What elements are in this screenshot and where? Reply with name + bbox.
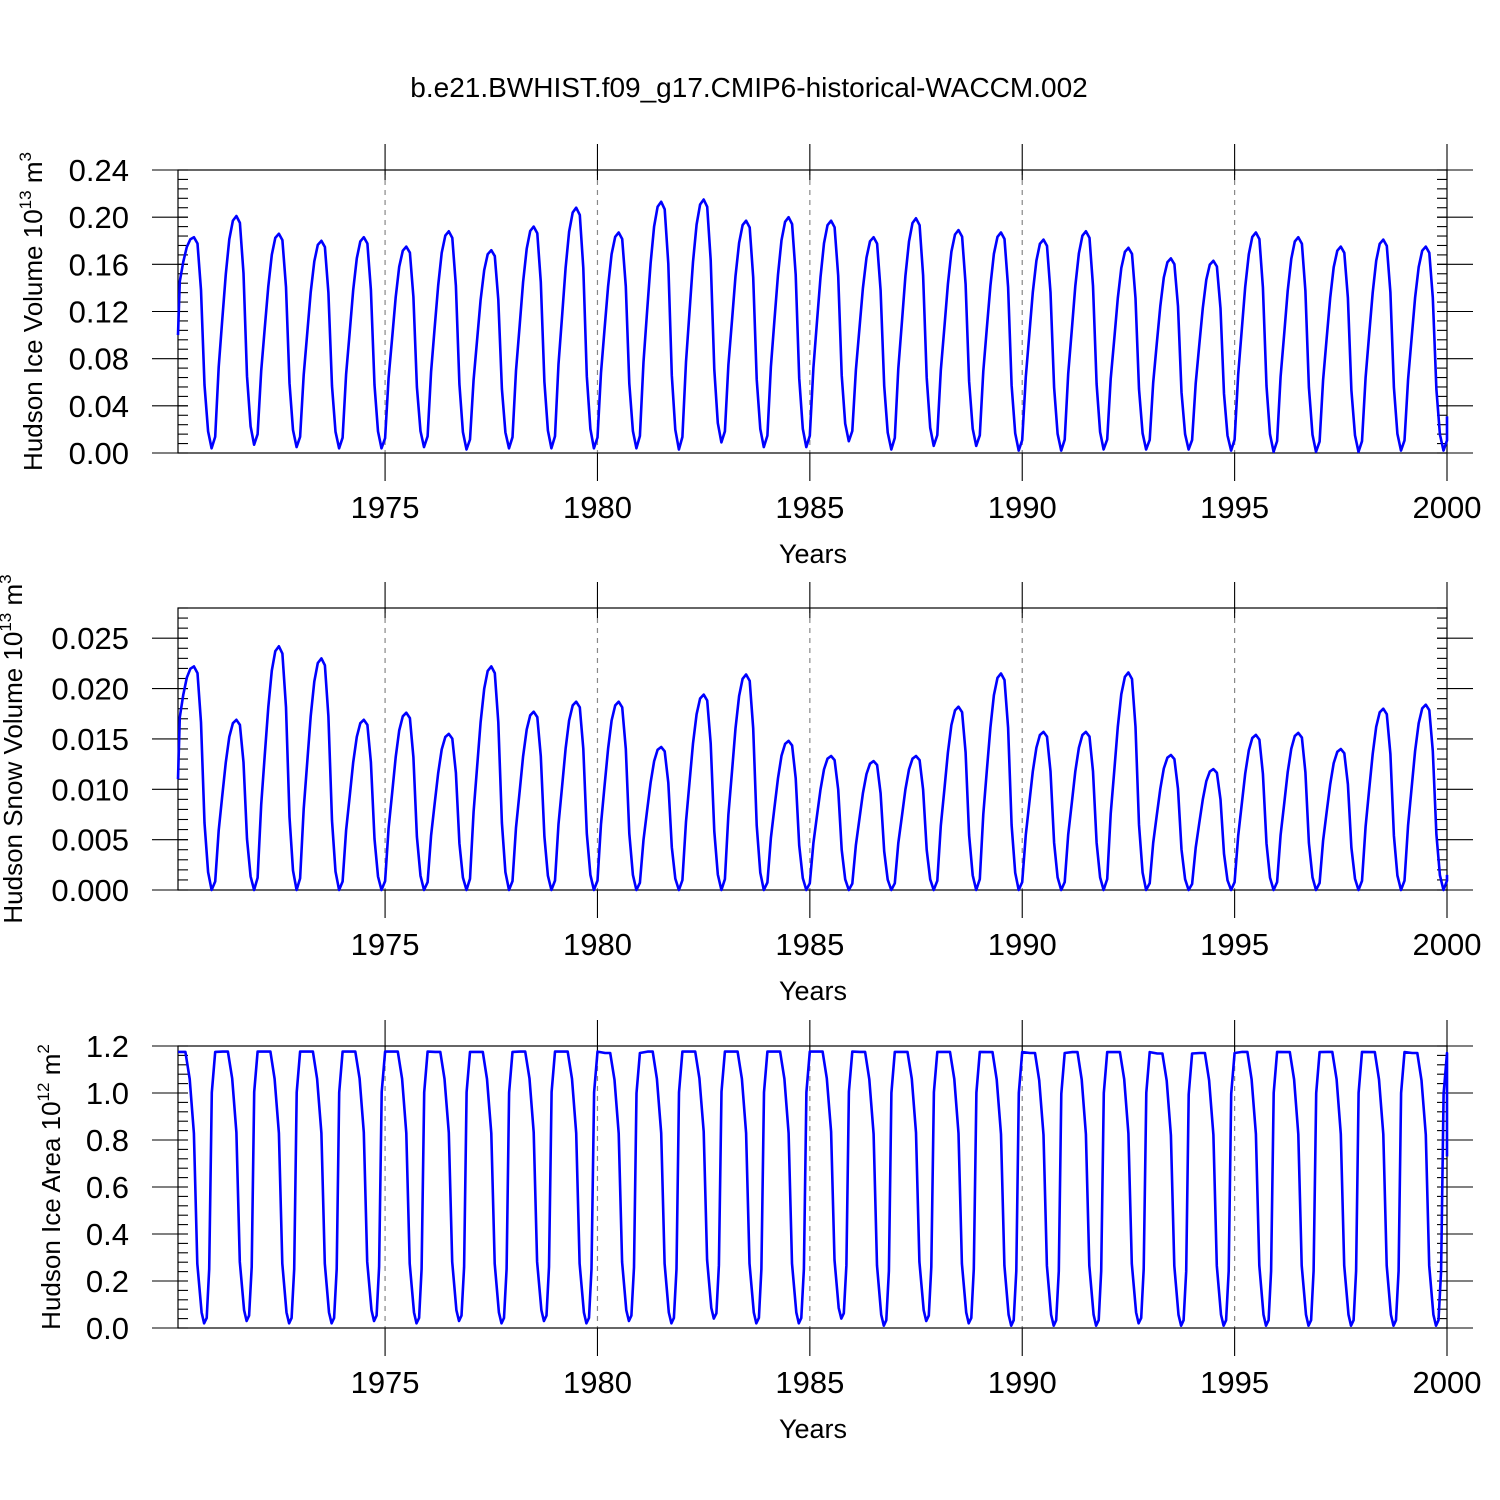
yaxis-label: Hudson Ice Volume 1013 m3 xyxy=(16,152,48,471)
ytick-label: 0.000 xyxy=(51,873,129,908)
ytick-label: 0.2 xyxy=(86,1264,129,1299)
ytick-label: 1.0 xyxy=(86,1076,129,1111)
ytick-label: 0.020 xyxy=(51,672,129,707)
xaxis-label: Years xyxy=(779,539,847,569)
ytick-label: 0.8 xyxy=(86,1123,129,1158)
plot-frame xyxy=(177,169,1448,454)
yaxis-label-unit: m xyxy=(0,584,28,613)
yaxis-label-main: Hudson Ice Volume 10 xyxy=(18,209,48,471)
xtick-label: 1980 xyxy=(563,1365,632,1400)
ytick-label: 0.16 xyxy=(69,247,129,282)
xtick-label: 1990 xyxy=(988,1365,1057,1400)
ytick-label: 0.0 xyxy=(86,1311,129,1346)
ytick-label: 0.20 xyxy=(69,200,129,235)
yaxis-label: Hudson Snow Volume 1013 m3 xyxy=(0,574,28,923)
yaxis-label-exp: 12 xyxy=(34,1083,53,1102)
xtick-label: 1990 xyxy=(988,490,1057,525)
ytick-label: 0.12 xyxy=(69,295,129,330)
xtick-label: 2000 xyxy=(1413,1365,1482,1400)
series-line-snow-volume xyxy=(176,645,1449,892)
xtick-label: 1975 xyxy=(351,490,420,525)
ytick-label: 0.005 xyxy=(51,823,129,858)
xaxis-label: Years xyxy=(779,1414,847,1444)
xtick-label: 1995 xyxy=(1200,927,1269,962)
panel-snow-volume: 0.000 0.005 0.010 0.015 0.020 0.025 1975 1980 19… xyxy=(0,574,1481,1006)
figure-title: b.e21.BWHIST.f09_g17.CMIP6-historical-WA… xyxy=(410,72,1087,103)
ytick-label: 0.24 xyxy=(69,153,129,188)
xtick-label: 2000 xyxy=(1413,927,1482,962)
yaxis-label-main: Hudson Snow Volume 10 xyxy=(0,632,28,924)
yaxis-label-main: Hudson Ice Area 10 xyxy=(36,1101,66,1329)
xaxis-label: Years xyxy=(779,976,847,1006)
xtick-label: 1985 xyxy=(775,1365,844,1400)
ytick-label: 0.015 xyxy=(51,722,129,757)
xtick-label: 2000 xyxy=(1413,490,1482,525)
ytick-label: 0.6 xyxy=(86,1170,129,1205)
xtick-label: 1985 xyxy=(775,490,844,525)
yaxis-label-exp: 13 xyxy=(0,613,15,632)
series-line-ice-area xyxy=(178,1050,1449,1327)
xtick-label: 1980 xyxy=(563,927,632,962)
yaxis-label: Hudson Ice Area 1012 m2 xyxy=(34,1044,66,1330)
xtick-label: 1995 xyxy=(1200,1365,1269,1400)
ytick-label: 0.010 xyxy=(51,772,129,807)
ytick-label: 0.04 xyxy=(69,389,129,424)
ytick-label: 0.00 xyxy=(69,436,129,471)
yaxis-label-unit-exp: 3 xyxy=(16,152,35,161)
ytick-label: 0.4 xyxy=(86,1217,129,1252)
xtick-label: 1975 xyxy=(351,1365,420,1400)
xtick-label: 1975 xyxy=(351,927,420,962)
panel-ice-volume: 0.00 0.04 0.08 0.12 0.16 0.20 0.24 1975 1980 1985… xyxy=(16,144,1481,569)
xtick-label: 1995 xyxy=(1200,490,1269,525)
xtick-label: 1990 xyxy=(988,927,1057,962)
panel-ice-area: 0.0 0.2 0.4 0.6 0.8 1.0 1.2 1975 1980 1985 1990 199… xyxy=(34,1020,1481,1444)
yaxis-label-unit: m xyxy=(36,1054,66,1083)
yaxis-label-unit-exp: 3 xyxy=(0,574,15,583)
xtick-label: 1985 xyxy=(775,927,844,962)
series-line-ice-volume xyxy=(176,198,1449,454)
ytick-label: 0.025 xyxy=(51,621,129,656)
yaxis-label-unit-exp: 2 xyxy=(34,1044,53,1053)
ytick-label: 0.08 xyxy=(69,342,129,377)
xtick-label: 1980 xyxy=(563,490,632,525)
ytick-label: 1.2 xyxy=(86,1029,129,1064)
yaxis-label-exp: 13 xyxy=(16,190,35,209)
yaxis-label-unit: m xyxy=(18,162,48,191)
